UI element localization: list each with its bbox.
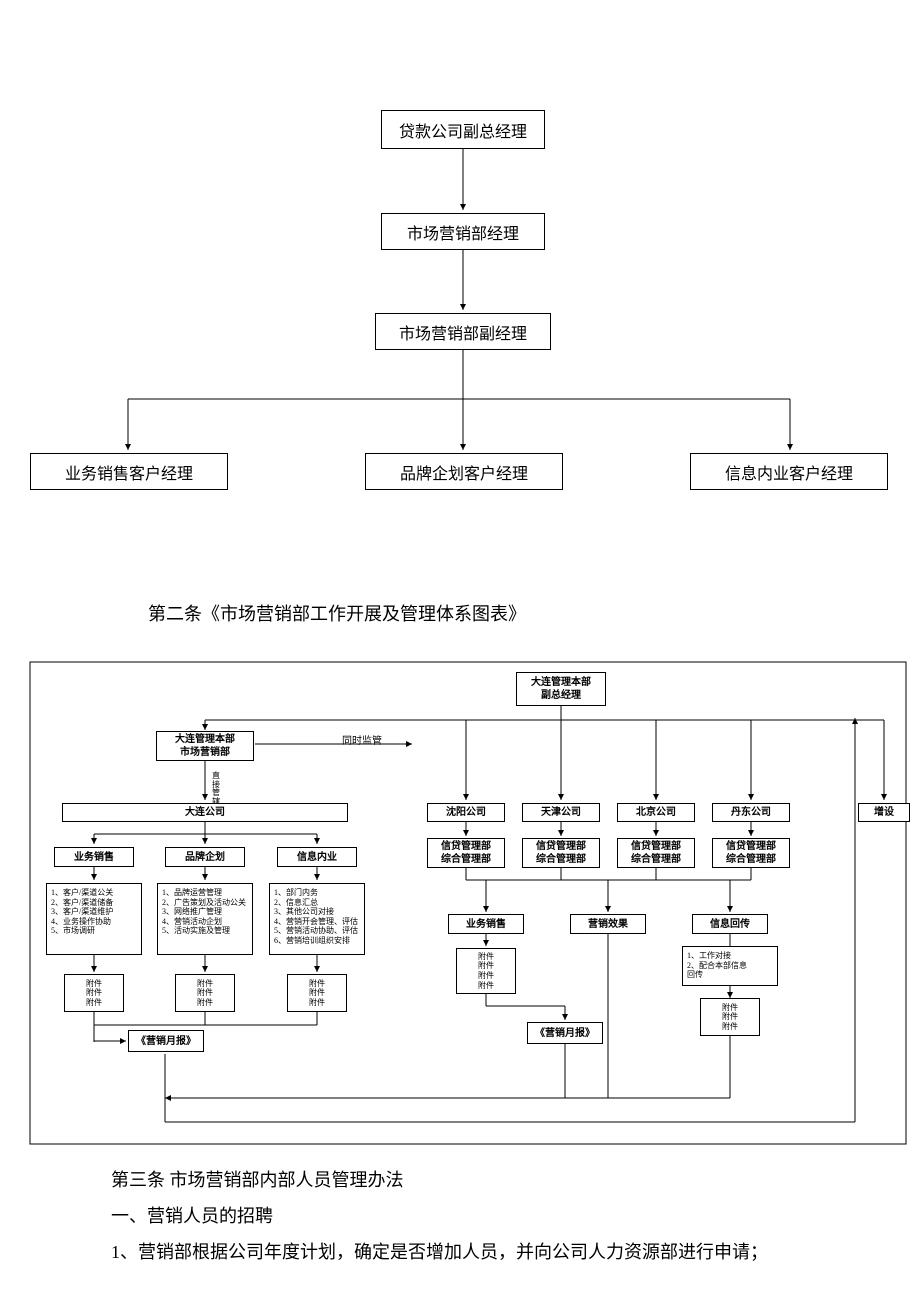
- oc2-list-brand: 1、品牌运营管理 2、广告策划及活动公关 3、网络推广管理 4、营销活动企划 5…: [157, 883, 253, 955]
- oc2-dept-info: 信息内业: [277, 847, 357, 867]
- oc2-mgmt3: 信贷管理部 综合管理部: [617, 838, 695, 868]
- oc2-supervise: 同时监管: [342, 735, 382, 748]
- oc2-report1: 《营销月报》: [128, 1030, 204, 1052]
- oc2-sub-feedback: 信息回传: [692, 914, 768, 934]
- oc2-list-info: 1、部门内务 2、信息汇总 3、其他公司对接 4、营销开会管理、评估 5、营销活…: [269, 883, 365, 955]
- oc2-report2: 《营销月报》: [527, 1022, 603, 1044]
- oc2-co-dandong: 丹东公司: [712, 803, 790, 822]
- oc2-list-sales: 1、客户/渠道公关 2、客户/渠道储备 3、客户/渠道维护 4、业务操作协助 5…: [46, 883, 142, 955]
- footer-line1: 第三条 市场营销部内部人员管理办法: [111, 1166, 404, 1192]
- oc2-co-tianjin: 天津公司: [522, 803, 600, 822]
- orgchart2-lines: [0, 0, 920, 1302]
- oc2-dept-sales: 业务销售: [54, 847, 134, 867]
- oc2-att4: 附件 附件 附件 附件: [456, 948, 516, 994]
- oc2-att1: 附件 附件 附件: [64, 974, 124, 1012]
- oc2-co-shenyang: 沈阳公司: [427, 803, 505, 822]
- oc2-dept-brand: 品牌企划: [165, 847, 245, 867]
- oc2-co-dalian: 大连公司: [62, 803, 348, 822]
- oc2-co-add: 增设: [858, 803, 910, 822]
- oc2-mgmt4: 信贷管理部 综合管理部: [712, 838, 790, 868]
- oc2-sub-effect: 营销效果: [570, 914, 646, 934]
- oc2-list-feedback: 1、工作对接 2、配合本部信息 回传: [682, 946, 778, 986]
- oc2-att3: 附件 附件 附件: [287, 974, 347, 1012]
- oc2-sub-sales: 业务销售: [448, 914, 524, 934]
- oc2-mgmt1: 信贷管理部 综合管理部: [427, 838, 505, 868]
- oc2-co-beijing: 北京公司: [617, 803, 695, 822]
- oc2-mgmt2: 信贷管理部 综合管理部: [522, 838, 600, 868]
- footer-line2: 一、营销人员的招聘: [111, 1202, 273, 1228]
- oc2-att2: 附件 附件 附件: [175, 974, 235, 1012]
- oc2-att5: 附件 附件 附件: [700, 998, 760, 1036]
- footer-line3: 1、营销部根据公司年度计划，确定是否增加人员，并向公司人力资源部进行申请；: [111, 1238, 768, 1264]
- oc2-lefthq: 大连管理本部 市场营销部: [156, 731, 254, 761]
- oc2-top: 大连管理本部 副总经理: [516, 672, 606, 706]
- oc2-vertical-label: 直 接 管 辖: [212, 763, 220, 807]
